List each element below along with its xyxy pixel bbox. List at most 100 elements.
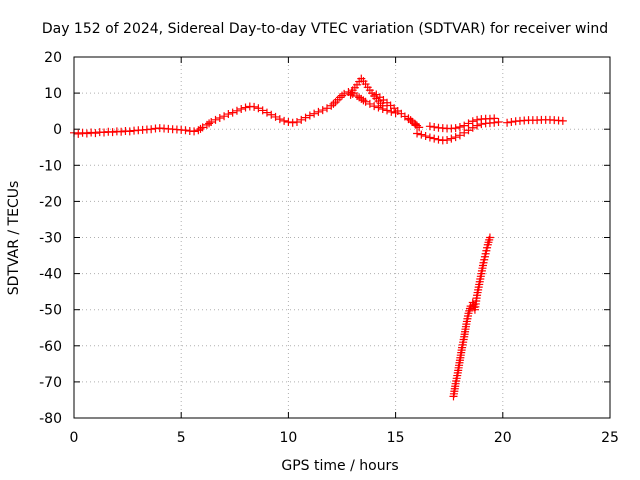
x-tick-label: 10: [279, 430, 297, 446]
data-point: [250, 102, 259, 111]
data-point: [190, 127, 199, 136]
data-point: [267, 110, 276, 119]
data-point: [288, 118, 297, 127]
data-point: [82, 129, 91, 138]
data-point: [464, 119, 473, 128]
data-point: [451, 124, 460, 133]
data-point: [262, 108, 271, 117]
data-point: [413, 129, 422, 138]
data-point: [473, 115, 482, 124]
data-point: [100, 128, 109, 137]
data-point: [421, 132, 430, 141]
x-tick-label: 0: [70, 430, 79, 446]
y-tick-label: 0: [53, 122, 62, 138]
data-point: [378, 101, 387, 110]
data-point: [464, 126, 473, 135]
data-point: [443, 136, 452, 145]
data-point: [254, 104, 263, 113]
data-point: [383, 106, 392, 115]
data-point: [198, 123, 207, 132]
data-point: [117, 127, 126, 136]
data-point: [297, 115, 306, 124]
data-point: [310, 109, 319, 118]
data-point: [292, 117, 301, 126]
data-point: [370, 102, 379, 111]
data-point: [434, 135, 443, 144]
series-late-plateau: [503, 115, 567, 127]
data-point: [455, 123, 464, 132]
data-point: [417, 130, 426, 139]
data-point: [74, 129, 83, 138]
y-tick-label: -10: [39, 158, 62, 174]
data-point: [147, 125, 156, 134]
data-point: [181, 126, 190, 135]
y-tick-label: -70: [39, 375, 62, 391]
series-upper-segment: [425, 114, 499, 133]
data-point: [338, 91, 346, 100]
data-point: [220, 112, 229, 121]
data-point: [211, 115, 220, 124]
data-point: [280, 116, 289, 125]
data-point: [430, 134, 439, 143]
y-tick-label: -40: [39, 267, 62, 283]
data-point: [406, 116, 415, 125]
data-point: [305, 111, 314, 120]
grid: [74, 57, 610, 418]
y-tick-label: -20: [39, 194, 62, 210]
data-point: [232, 106, 241, 115]
data-point: [301, 113, 310, 122]
data-point: [430, 123, 439, 132]
data-point: [207, 117, 216, 126]
data-point: [413, 121, 422, 130]
data-point: [365, 99, 374, 108]
series-main-trace: [70, 88, 400, 138]
series-dip-segment: [413, 117, 503, 145]
data-point: [125, 127, 134, 136]
data-marks: [70, 74, 567, 401]
chart-title: Day 152 of 2024, Sidereal Day-to-day VTE…: [42, 21, 608, 37]
data-point: [318, 106, 327, 115]
y-tick-label: 20: [44, 50, 62, 66]
data-point: [558, 116, 567, 125]
x-tick-label: 15: [387, 430, 405, 446]
data-point: [91, 129, 100, 138]
data-point: [237, 104, 246, 113]
data-point: [108, 128, 117, 137]
y-axis-label: SDTVAR / TECUs: [6, 181, 22, 296]
x-tick-label: 5: [177, 430, 186, 446]
data-point: [258, 106, 267, 115]
x-tick-label: 20: [494, 430, 512, 446]
data-point: [485, 233, 494, 242]
data-point: [391, 108, 400, 117]
data-point: [503, 118, 512, 127]
series-gap-scatter: [372, 90, 424, 132]
data-point: [340, 89, 349, 98]
data-point: [241, 103, 250, 112]
y-tick-label: -60: [39, 339, 62, 355]
data-point: [460, 128, 469, 137]
data-point: [78, 128, 87, 137]
data-point: [425, 122, 434, 131]
data-point: [314, 107, 323, 116]
tick-labels: 0 5 10 15 20 25 20 10 0 -10 -20 -30 -40 -50 -60 -70 -80: [39, 50, 619, 446]
y-tick-label: -80: [39, 411, 62, 427]
y-tick-label: -30: [39, 231, 62, 247]
data-point: [451, 133, 460, 142]
data-point: [460, 121, 469, 130]
data-point: [322, 104, 331, 113]
data-point: [490, 114, 499, 123]
data-point: [87, 128, 96, 137]
data-point: [329, 99, 338, 108]
data-point: [468, 117, 477, 126]
series-descending-branch: [449, 233, 494, 401]
x-axis-label: GPS time / hours: [281, 458, 398, 474]
data-point: [275, 115, 284, 124]
data-point: [271, 112, 280, 121]
data-point: [425, 133, 434, 142]
data-point: [447, 134, 456, 143]
data-point: [215, 114, 224, 123]
data-point: [494, 117, 503, 126]
data-point: [455, 131, 464, 140]
plot-frame: [73, 56, 611, 419]
